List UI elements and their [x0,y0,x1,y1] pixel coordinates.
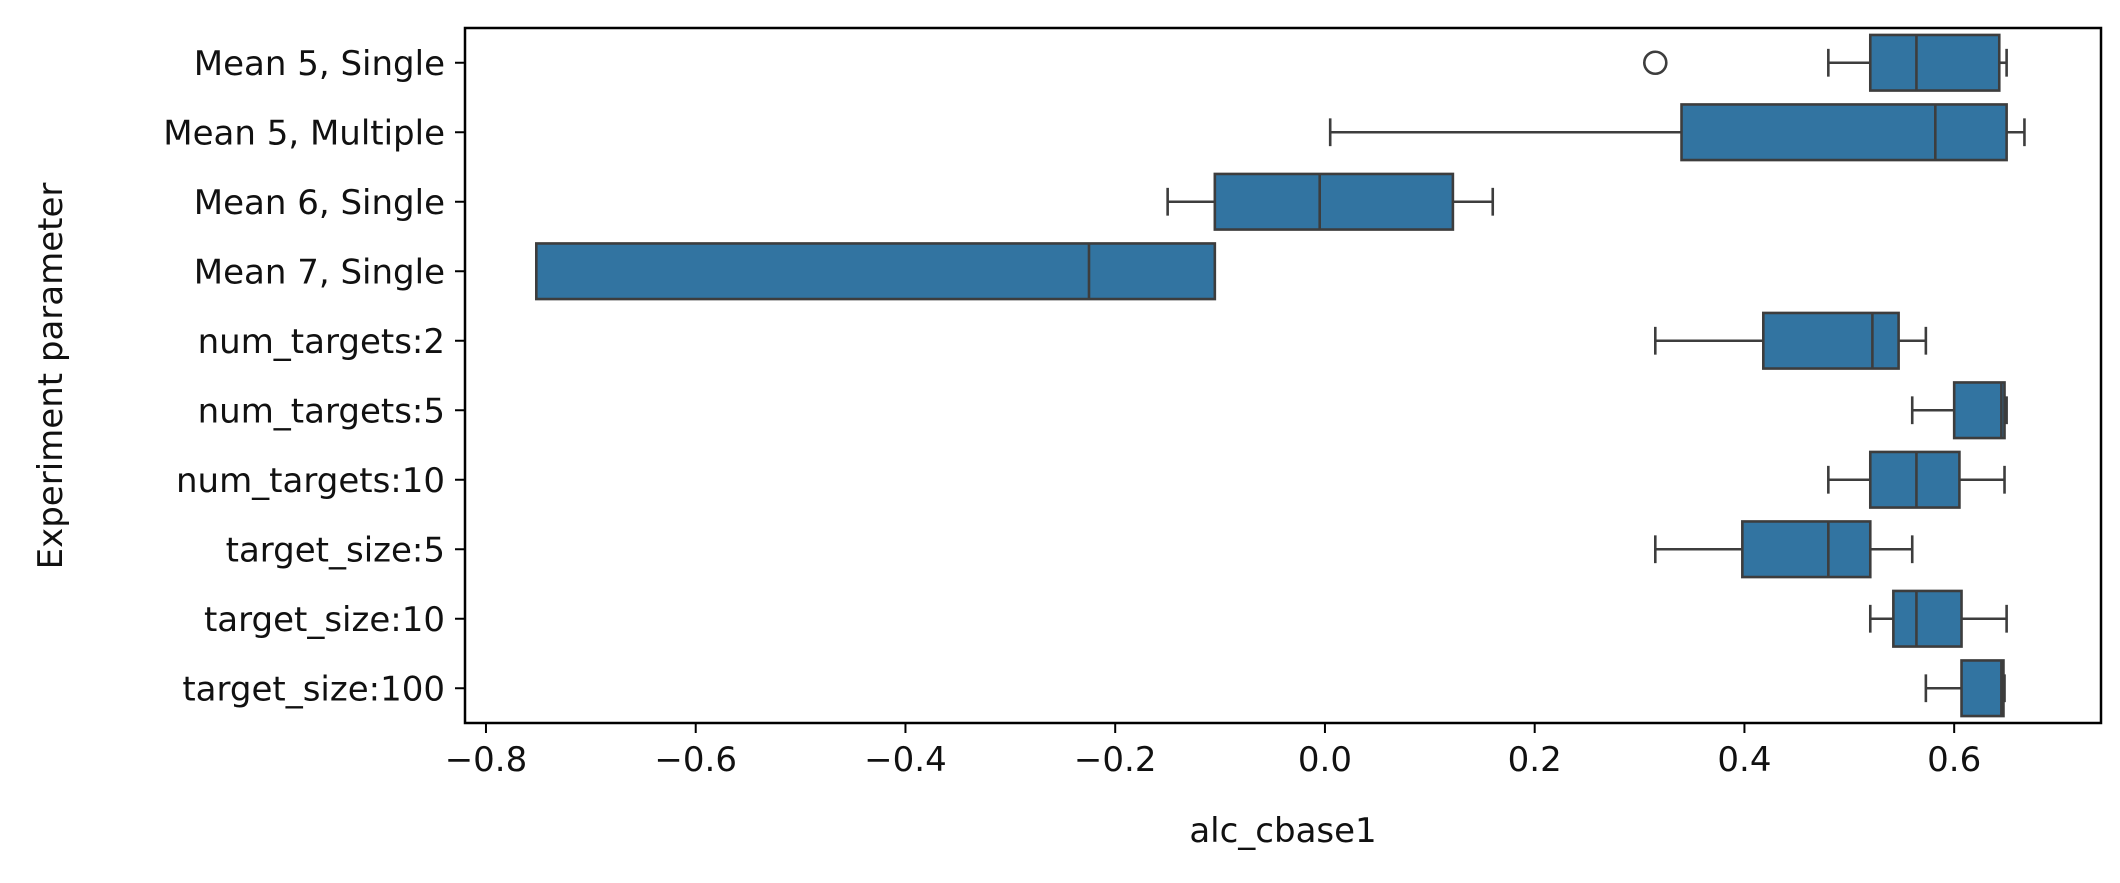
x-tick-label: −0.2 [1074,740,1157,780]
box-iqr [1741,520,1872,579]
box-1 [1328,103,2026,162]
y-tick-label: target_size:10 [204,600,445,640]
box-2 [1166,172,1495,231]
x-tick-label: −0.8 [445,740,528,780]
x-tick-label: −0.6 [654,740,737,780]
box-7 [1653,520,1914,579]
y-tick-label: target_size:100 [182,669,445,709]
x-tick-label: 0.4 [1717,740,1771,780]
y-axis: Mean 5, Single Mean 5, Multiple Mean 6, Si… [163,44,465,709]
y-tick-label: num_targets:5 [198,391,445,431]
y-tick-label: num_targets:2 [198,322,445,362]
box-9 [1924,659,2006,718]
box-iqr [1762,311,1900,370]
x-axis-title: alc_cbase1 [1189,811,1376,851]
box-0 [1642,33,2008,92]
y-axis-title: Experiment parameter [31,183,71,570]
y-tick-label: target_size:5 [226,530,445,570]
box-iqr [1868,33,2001,92]
y-tick-label: Mean 5, Single [194,44,445,84]
x-tick-label: 0.0 [1298,740,1352,780]
box-iqr [1952,381,2006,440]
box-5 [1910,381,2008,440]
y-tick-label: Mean 7, Single [194,252,445,292]
box-iqr [535,242,1217,301]
x-axis: −0.8 −0.6 −0.4 −0.2 0.0 0.2 0.4 0.6 [445,723,1981,780]
x-tick-label: 0.6 [1927,740,1981,780]
y-tick-label: num_targets:10 [176,461,445,501]
box-iqr [1213,172,1455,231]
box-iqr [1868,450,1961,509]
box-3 [535,242,1217,301]
box-6 [1827,450,2006,509]
box-4 [1653,311,1928,370]
plot-area-frame [463,26,2103,725]
box-iqr [1960,659,2005,718]
y-tick-label: Mean 6, Single [194,183,445,223]
y-tick-label: Mean 5, Multiple [163,113,445,153]
box-iqr [1892,589,1963,648]
x-tick-label: 0.2 [1508,740,1562,780]
box-iqr [1680,103,2008,162]
box-8 [1868,589,2008,648]
x-tick-label: −0.4 [864,740,947,780]
outlier-point [1642,50,1668,76]
boxes-layer [535,33,2026,718]
